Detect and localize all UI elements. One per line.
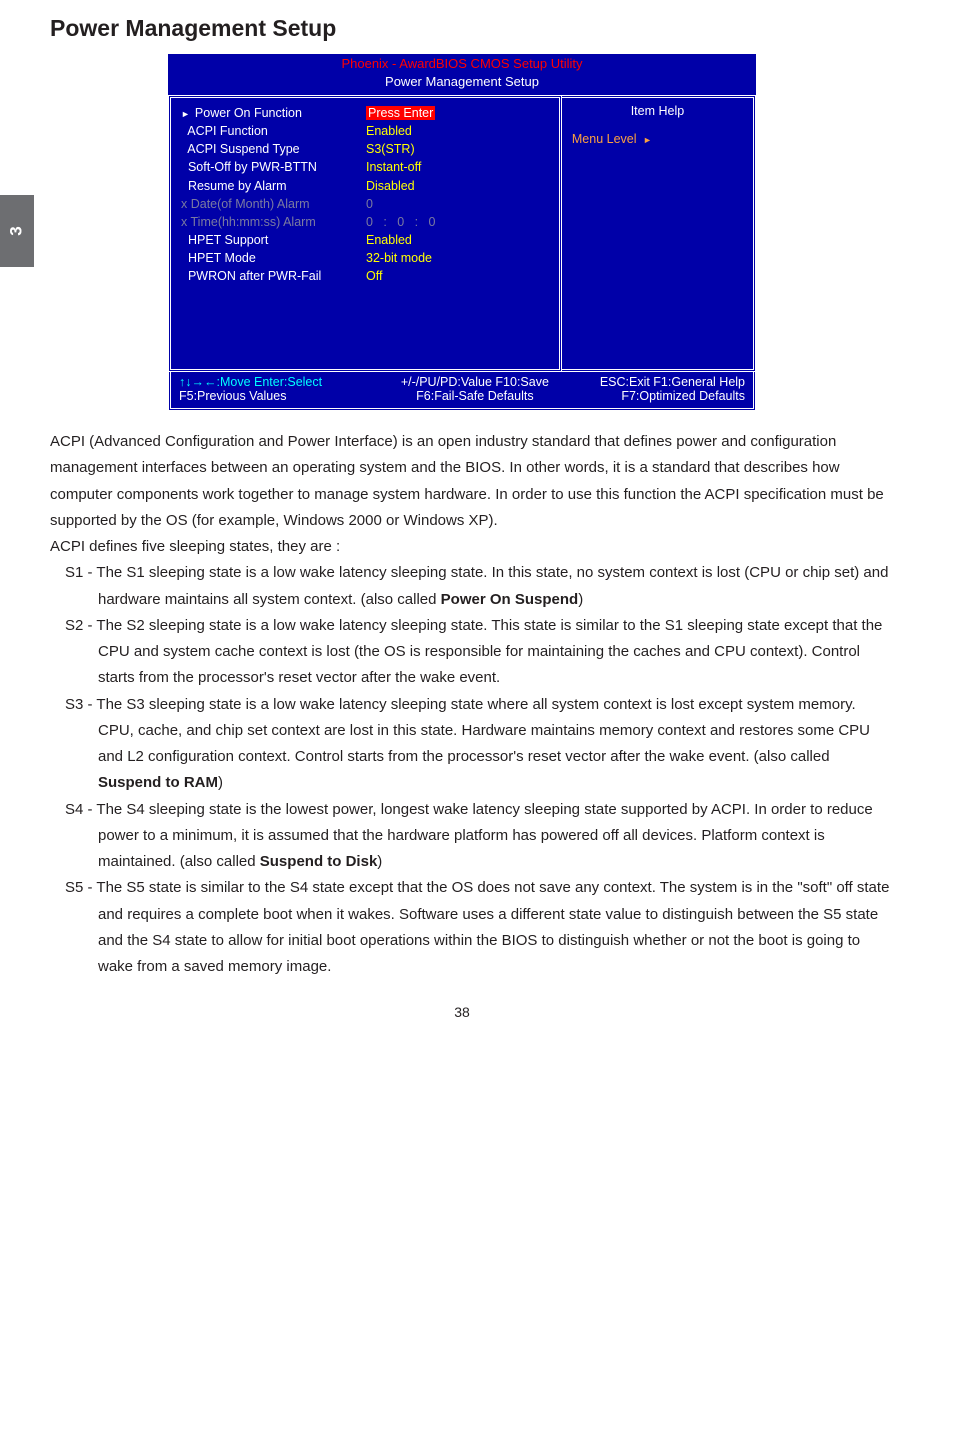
bios-setting-label: HPET Mode <box>181 249 366 267</box>
item-help-title: Item Help <box>572 104 743 118</box>
chapter-tab: 3 <box>0 195 34 267</box>
s4-paragraph: S4 - The S4 sleeping state is the lowest… <box>50 797 894 876</box>
bios-setting-value: 32-bit mode <box>366 249 549 267</box>
bios-setting-value: 0 <box>366 195 549 213</box>
bios-setting-row[interactable]: x Time(hh:mm:ss) Alarm0 : 0 : 0 <box>181 213 549 231</box>
bios-setting-row[interactable]: HPET SupportEnabled <box>181 231 549 249</box>
bios-setting-row[interactable]: x Date(of Month) Alarm0 <box>181 195 549 213</box>
s2-paragraph: S2 - The S2 sleeping state is a low wake… <box>50 613 894 692</box>
bios-window: Phoenix - AwardBIOS CMOS Setup Utility P… <box>168 54 756 411</box>
bios-setting-label: Soft-Off by PWR-BTTN <box>181 158 366 176</box>
bios-setting-value: Disabled <box>366 177 549 195</box>
footer-f7: F7:Optimized Defaults <box>621 389 745 403</box>
bios-setting-row[interactable]: Resume by AlarmDisabled <box>181 177 549 195</box>
footer-nav-hint: ↑↓→←:Move Enter:Select <box>179 375 322 389</box>
s5-paragraph: S5 - The S5 state is similar to the S4 s… <box>50 875 894 980</box>
bios-body: Power On FunctionPress Enter ACPI Functi… <box>168 95 756 372</box>
bios-setting-row[interactable]: ACPI FunctionEnabled <box>181 122 549 140</box>
bios-setting-label: x Time(hh:mm:ss) Alarm <box>181 213 366 231</box>
bios-setting-value: Press Enter <box>366 104 549 122</box>
bios-setting-value: Enabled <box>366 122 549 140</box>
bios-setting-label: PWRON after PWR-Fail <box>181 267 366 285</box>
bios-help-panel: Item Help Menu Level <box>562 95 756 372</box>
intro-paragraph: ACPI (Advanced Configuration and Power I… <box>50 429 894 534</box>
footer-f5: F5:Previous Values <box>179 389 286 403</box>
bios-setting-label: ACPI Suspend Type <box>181 140 366 158</box>
bios-setting-row[interactable]: HPET Mode32-bit mode <box>181 249 549 267</box>
bios-footer: ↑↓→←:Move Enter:Select F5:Previous Value… <box>168 372 756 411</box>
bios-header: Phoenix - AwardBIOS CMOS Setup Utility <box>168 54 756 73</box>
bios-setting-label: ACPI Function <box>181 122 366 140</box>
page-title: Power Management Setup <box>50 15 894 42</box>
bios-setting-label: x Date(of Month) Alarm <box>181 195 366 213</box>
bios-setting-label: Resume by Alarm <box>181 177 366 195</box>
bios-subheader: Power Management Setup <box>168 73 756 95</box>
menu-level: Menu Level <box>572 132 743 146</box>
s1-paragraph: S1 - The S1 sleeping state is a low wake… <box>50 560 894 613</box>
bios-setting-row[interactable]: PWRON after PWR-FailOff <box>181 267 549 285</box>
bios-setting-value: Off <box>366 267 549 285</box>
page-number: 38 <box>30 1004 894 1020</box>
bios-settings-panel: Power On FunctionPress Enter ACPI Functi… <box>168 95 562 372</box>
bios-setting-row[interactable]: Power On FunctionPress Enter <box>181 104 549 122</box>
footer-f6: F6:Fail-Safe Defaults <box>416 389 533 403</box>
intro-line2: ACPI defines five sleeping states, they … <box>50 534 894 560</box>
footer-value-hint: +/-/PU/PD:Value F10:Save <box>401 375 549 389</box>
bios-setting-label: Power On Function <box>181 104 366 122</box>
bios-setting-row[interactable]: Soft-Off by PWR-BTTNInstant-off <box>181 158 549 176</box>
bios-setting-label: HPET Support <box>181 231 366 249</box>
footer-esc-hint: ESC:Exit F1:General Help <box>600 375 745 389</box>
bios-setting-value: Instant-off <box>366 158 549 176</box>
bios-setting-value: 0 : 0 : 0 <box>366 213 549 231</box>
bios-setting-value: S3(STR) <box>366 140 549 158</box>
s3-paragraph: S3 - The S3 sleeping state is a low wake… <box>50 692 894 797</box>
bios-setting-value: Enabled <box>366 231 549 249</box>
body-text: ACPI (Advanced Configuration and Power I… <box>50 429 894 980</box>
bios-setting-row[interactable]: ACPI Suspend TypeS3(STR) <box>181 140 549 158</box>
